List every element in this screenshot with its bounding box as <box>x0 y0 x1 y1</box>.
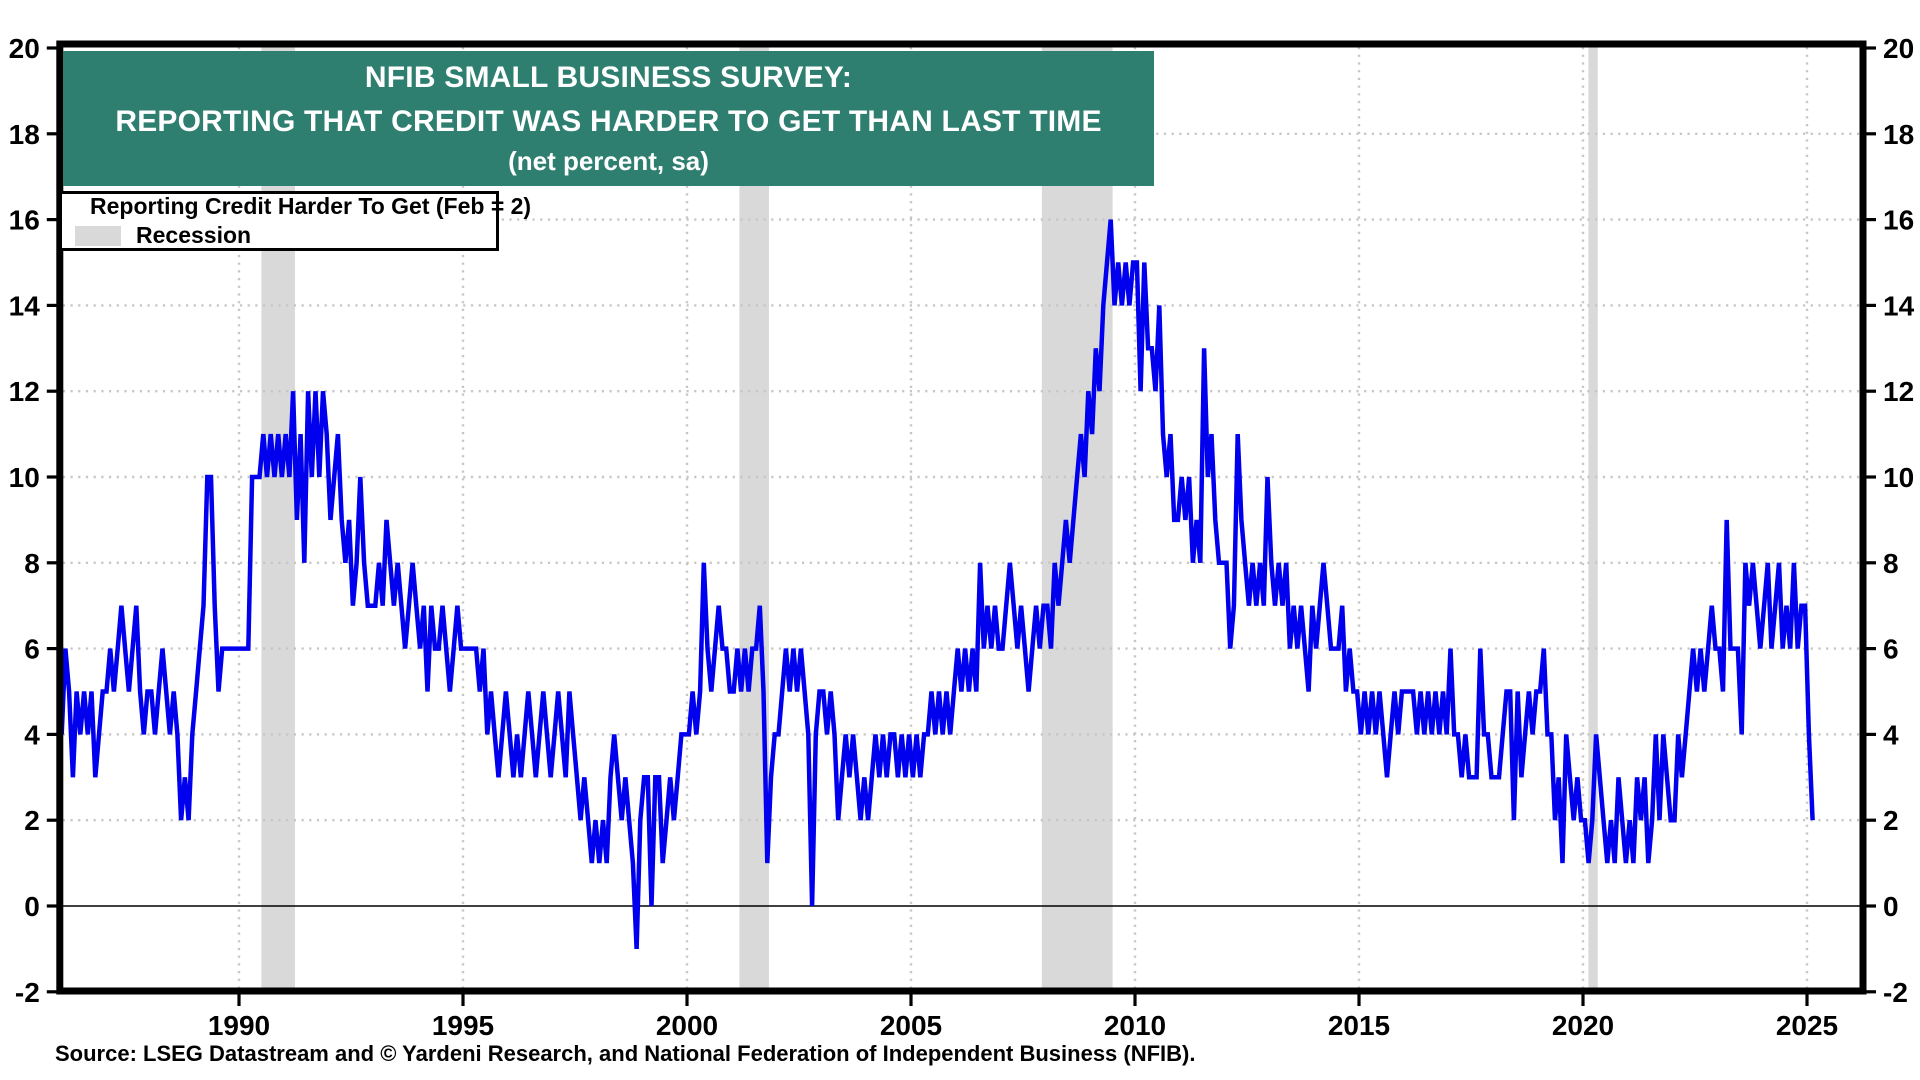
chart-title-box: NFIB SMALL BUSINESS SURVEY: REPORTING TH… <box>63 51 1154 186</box>
y-axis-label-left: 10 <box>9 462 40 493</box>
legend-recession-label: Recession <box>136 222 252 248</box>
y-axis-label-right: 0 <box>1883 891 1899 922</box>
y-axis-label-right: 18 <box>1883 119 1914 150</box>
legend-item-series: Reporting Credit Harder To Get (Feb = 2) <box>75 193 531 220</box>
y-axis-label-left: 0 <box>24 891 40 922</box>
y-axis-label-left: 8 <box>24 548 40 579</box>
chart-title-line2: REPORTING THAT CREDIT WAS HARDER TO GET … <box>115 104 1102 138</box>
y-axis-label-right: 16 <box>1883 205 1914 236</box>
legend-series-label: Reporting Credit Harder To Get (Feb = 2) <box>90 193 532 219</box>
y-axis-label-right: 10 <box>1883 462 1914 493</box>
y-axis-label-left: 20 <box>9 33 40 64</box>
y-axis-label-right: -2 <box>1883 977 1908 1008</box>
source-note: Source: LSEG Datastream and © Yardeni Re… <box>55 1041 1196 1066</box>
y-axis-label-left: -2 <box>15 977 40 1008</box>
legend-recession-swatch <box>75 225 121 246</box>
x-axis-label: 1990 <box>208 1010 270 1041</box>
recession-band <box>261 46 295 989</box>
chart-subtitle: (net percent, sa) <box>508 146 709 177</box>
y-axis-label-left: 14 <box>9 290 41 321</box>
y-axis-label-left: 18 <box>9 119 40 150</box>
y-axis-label-left: 4 <box>24 719 40 750</box>
y-axis-label-right: 2 <box>1883 805 1899 836</box>
legend-item-recession: Recession <box>75 222 496 249</box>
x-axis-label: 2010 <box>1104 1010 1166 1041</box>
x-axis-label: 2015 <box>1328 1010 1390 1041</box>
y-axis-label-left: 2 <box>24 805 40 836</box>
y-axis-label-left: 16 <box>9 205 40 236</box>
y-axis-label-left: 6 <box>24 634 40 665</box>
y-axis-label-right: 6 <box>1883 634 1899 665</box>
y-axis-label-right: 14 <box>1883 290 1915 321</box>
plot-border <box>56 40 1867 995</box>
chart-title-line1: NFIB SMALL BUSINESS SURVEY: <box>364 61 853 95</box>
x-axis-label: 2005 <box>880 1010 942 1041</box>
recession-band <box>1588 46 1598 989</box>
credit-harder-line <box>59 219 1815 949</box>
x-axis-label: 2000 <box>656 1010 718 1041</box>
y-axis-label-left: 12 <box>9 376 40 407</box>
recession-band <box>1041 46 1113 989</box>
x-axis-label: 2020 <box>1552 1010 1614 1041</box>
x-axis-label: 1995 <box>432 1010 494 1041</box>
y-axis-label-right: 20 <box>1883 33 1914 64</box>
y-axis-label-right: 12 <box>1883 376 1914 407</box>
recession-band <box>739 46 769 989</box>
y-axis-label-right: 8 <box>1883 548 1899 579</box>
legend: Reporting Credit Harder To Get (Feb = 2)… <box>59 191 531 251</box>
x-axis-label: 2025 <box>1776 1010 1838 1041</box>
y-axis-label-right: 4 <box>1883 719 1899 750</box>
